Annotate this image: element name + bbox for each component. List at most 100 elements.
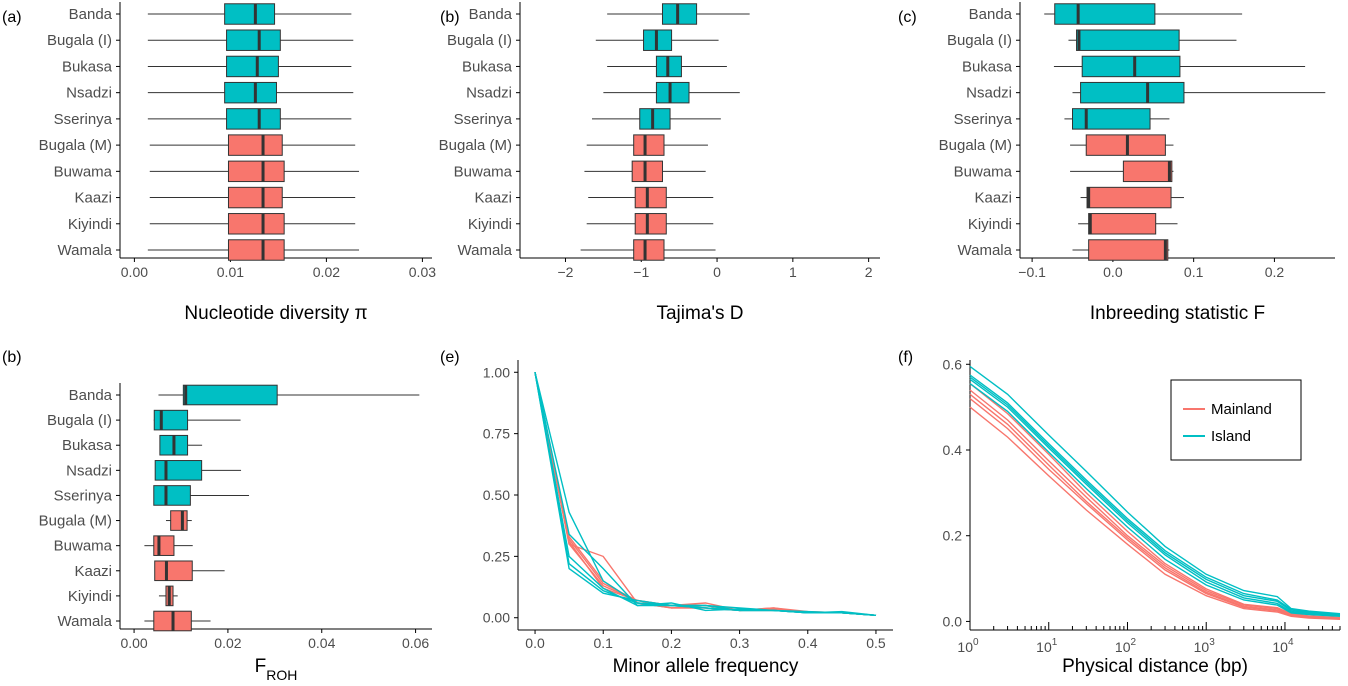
box-bugala-i (1076, 29, 1180, 51)
legend-box (1170, 379, 1302, 461)
category-label: Wamala (458, 242, 513, 259)
series-line-island-7 (534, 372, 877, 616)
series-line-island-6 (534, 372, 877, 616)
panel-label-froh: (b) (2, 349, 22, 366)
x-tick-label: 0.1 (1184, 264, 1204, 280)
x-tick-label: −2 (557, 264, 573, 280)
legend: Mainland Island (1170, 379, 1302, 461)
box-bukasa (226, 55, 279, 78)
category-label: Banda (969, 6, 1013, 23)
box-bukasa (1081, 55, 1181, 78)
box-nsadzi (655, 81, 690, 104)
category-label: Bukasa (462, 58, 513, 75)
category-label: Kaazi (74, 190, 112, 207)
series-line-island-7 (969, 378, 1341, 617)
series-line-mainland-2 (534, 372, 877, 616)
category-label: Bugala (I) (447, 32, 512, 49)
y-tick-label: 0.0 (943, 613, 963, 629)
box-bugala-m (227, 134, 283, 156)
series-line-island-6 (969, 383, 1341, 617)
series-line-island-9 (969, 374, 1341, 616)
box-wamala (633, 239, 665, 261)
x-tick-label: 0 (713, 264, 721, 280)
x-axis-label: Physical distance (bp) (1062, 656, 1248, 677)
box-kiyindi (227, 213, 285, 235)
category-label: Buwama (54, 538, 113, 555)
x-tick-label: 104 (1272, 637, 1294, 655)
x-tick-label: 0.2 (1265, 264, 1285, 280)
y-tick-label: 0.00 (483, 610, 510, 626)
box-bugala-i (153, 409, 189, 431)
category-label: Kaazi (74, 563, 112, 580)
category-label: Bukasa (962, 58, 1013, 75)
category-label: Bukasa (62, 437, 113, 454)
category-label: Nsadzi (966, 85, 1012, 102)
box-banda (1054, 3, 1156, 25)
x-tick-label: 1 (789, 264, 797, 280)
series-line-island-10 (969, 365, 1341, 615)
x-tick-label: 0.4 (798, 635, 818, 651)
category-label: Banda (469, 6, 513, 23)
y-tick-label: 0.6 (943, 356, 963, 372)
category-label: Kaazi (474, 190, 512, 207)
category-label: Kiyindi (68, 588, 112, 605)
category-label: Bugala (M) (39, 137, 112, 154)
x-axis-label: FROH (255, 656, 298, 683)
category-label: Buwama (454, 163, 513, 180)
box-bugala-m (633, 134, 665, 156)
box-sserinya (226, 108, 281, 130)
box-bugala-i (226, 29, 281, 51)
panel-b-tajimas-d: −2 −1 0 1 2 Tajima's D Banda Bugala (I) Bukasa Ns… (439, 2, 880, 324)
y-tick-label: 0.75 (483, 426, 510, 442)
category-label: Banda (69, 6, 113, 23)
series-line-mainland-1 (534, 372, 877, 616)
panel-label-b: (b) (440, 9, 460, 26)
series-line-mainland-4 (534, 372, 877, 616)
category-label: Bugala (M) (939, 137, 1012, 154)
box-kaazi (154, 560, 193, 582)
series-line-island-8 (534, 372, 877, 616)
box-wamala (1088, 239, 1169, 261)
x-tick-label: 103 (1194, 637, 1216, 655)
x-tick-label: 0.0 (525, 635, 545, 651)
category-label: Bugala (M) (439, 137, 512, 154)
x-tick-label: −1 (633, 264, 649, 280)
box-buwama (227, 160, 285, 183)
category-label: Bugala (I) (47, 412, 112, 429)
category-label: Nsadzi (466, 85, 512, 102)
x-tick-label: 0.3 (730, 635, 750, 651)
box-banda (661, 3, 698, 25)
category-label: Sserinya (54, 111, 113, 128)
legend-label-mainland: Mainland (1211, 401, 1272, 418)
box-banda (182, 384, 278, 406)
box-kiyindi (1088, 213, 1157, 235)
y-tick-label: 0.2 (943, 528, 963, 544)
panel-label-e: (e) (440, 349, 460, 366)
series-line-mainland-1 (969, 406, 1341, 620)
x-tick-label: 0.5 (866, 635, 886, 651)
x-tick-label: −0.1 (1018, 264, 1046, 280)
x-tick-label: 101 (1036, 637, 1058, 655)
category-label: Banda (69, 387, 113, 404)
panel-f-physical-distance: 0.0 0.2 0.4 0.6 100 101 102 103 104 Physical dist… (943, 356, 1341, 677)
panel-label-f: (f) (898, 349, 913, 366)
box-nsadzi (154, 460, 203, 481)
panel-label-a: (a) (2, 9, 22, 26)
box-kaazi (227, 186, 283, 209)
box-sserinya (1072, 108, 1151, 130)
box-buwama (1122, 160, 1173, 183)
y-tick-label: 0.50 (483, 487, 510, 503)
panel-c-inbreeding-f: −0.1 0.0 0.1 0.2 Inbreeding statistic F Banda… (939, 2, 1335, 324)
category-label: Kiyindi (968, 216, 1012, 233)
category-label: Bugala (I) (947, 32, 1012, 49)
x-tick-label: 0.02 (313, 264, 340, 280)
series-line-mainland-5 (534, 372, 877, 616)
x-tick-label: 0.1 (593, 635, 613, 651)
series-line-mainland-3 (534, 372, 877, 616)
panel-label-c: (c) (898, 9, 917, 26)
x-tick-label: 0.01 (217, 264, 244, 280)
box-sserinya (639, 108, 671, 130)
box-kaazi (1086, 186, 1172, 209)
y-tick-label: 1.00 (483, 364, 510, 380)
